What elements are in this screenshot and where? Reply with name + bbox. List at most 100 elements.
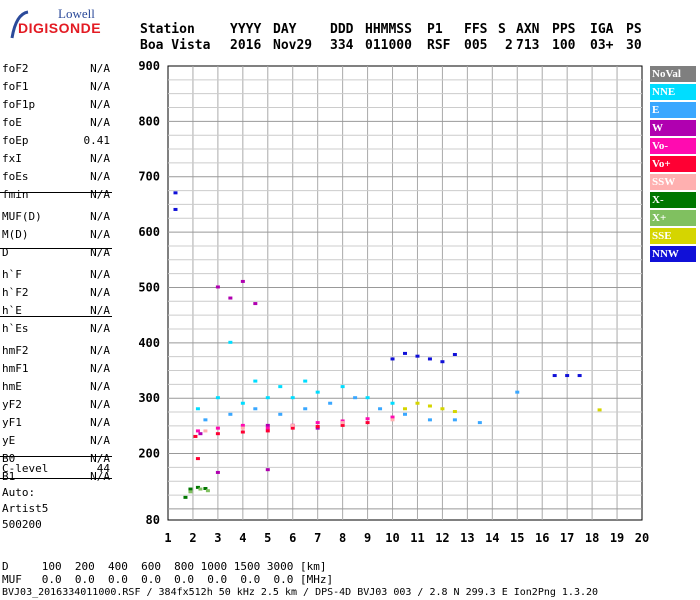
y-tick-label: 800 <box>138 114 160 128</box>
header-label-7: S <box>498 22 506 37</box>
header-label-5: P1 <box>427 22 443 37</box>
data-point <box>390 415 395 419</box>
data-point <box>303 379 308 383</box>
param-name: h`F <box>2 268 22 281</box>
legend-item: X- <box>650 192 696 208</box>
param-name: hmE <box>2 380 22 393</box>
data-point <box>390 357 395 361</box>
param-value: N/A <box>90 362 110 375</box>
param-value: N/A <box>90 170 110 183</box>
param-separator <box>0 192 112 193</box>
data-point <box>365 421 370 425</box>
legend-item: SSW <box>650 174 696 190</box>
param-name: D <box>2 246 9 259</box>
param-name: foF1 <box>2 80 29 93</box>
data-point <box>205 489 210 493</box>
data-point <box>203 486 208 490</box>
param-separator <box>0 248 112 249</box>
legend-item: NNE <box>650 84 696 100</box>
header-label-6: FFS <box>464 22 488 37</box>
y-tick-label: 300 <box>138 391 160 405</box>
data-point <box>552 374 557 378</box>
data-point <box>390 401 395 405</box>
y-tick-label: 400 <box>138 336 160 350</box>
data-point <box>427 357 432 361</box>
param-row: C-level 44 <box>2 462 110 475</box>
data-point <box>365 417 370 421</box>
data-point <box>515 390 520 394</box>
data-point <box>253 379 258 383</box>
param-name: M(D) <box>2 228 29 241</box>
param-separator <box>0 456 112 457</box>
plot-frame <box>167 65 643 521</box>
param-value: N/A <box>90 286 110 299</box>
legend-item: Vo- <box>650 138 696 154</box>
data-point <box>477 421 482 425</box>
param-row: h`F N/A <box>2 268 110 281</box>
param-separator <box>0 316 112 317</box>
x-tick-label: 3 <box>214 531 221 545</box>
data-point <box>198 432 203 436</box>
data-point <box>290 426 295 430</box>
x-tick-label: 17 <box>560 531 574 545</box>
data-point <box>340 421 345 425</box>
param-value: N/A <box>90 228 110 241</box>
data-point <box>265 468 270 472</box>
data-point <box>565 374 570 378</box>
header-value-8: 713 <box>516 38 540 53</box>
data-point <box>440 407 445 411</box>
param-name: yF2 <box>2 398 22 411</box>
data-point <box>188 490 193 494</box>
param-name: yE <box>2 434 16 447</box>
param-name: hmF1 <box>2 362 29 375</box>
param-row: foEp 0.41 <box>2 134 110 147</box>
param-value: N/A <box>90 152 110 165</box>
legend-item: NoVal <box>650 66 696 82</box>
data-point <box>440 360 445 364</box>
param-name: hmF2 <box>2 344 29 357</box>
footer-muf-row: MUF 0.0 0.0 0.0 0.0 0.0 0.0 0.0 0.0 [MHz… <box>2 573 334 586</box>
data-point <box>452 410 457 414</box>
data-point <box>240 401 245 405</box>
x-tick-label: 1 <box>164 531 171 545</box>
auto-artist: Artist5 <box>2 502 49 515</box>
data-point <box>265 429 270 433</box>
param-value: N/A <box>90 434 110 447</box>
param-value: N/A <box>90 380 110 393</box>
param-row: fxI N/A <box>2 152 110 165</box>
data-point <box>203 418 208 422</box>
data-point <box>215 285 220 289</box>
param-name: C-level <box>2 462 49 475</box>
data-point <box>195 407 200 411</box>
param-row: foF1 N/A <box>2 80 110 93</box>
logo-arc-icon <box>10 10 29 39</box>
header-value-3: 334 <box>330 38 354 53</box>
x-tick-label: 12 <box>435 531 449 545</box>
header-value-5: RSF <box>427 38 451 53</box>
x-tick-label: 18 <box>585 531 599 545</box>
param-value: N/A <box>90 210 110 223</box>
param-row: yE N/A <box>2 434 110 447</box>
data-point <box>290 423 295 427</box>
data-point <box>340 423 345 427</box>
data-point <box>215 426 220 430</box>
param-value: N/A <box>90 452 110 465</box>
data-point <box>195 485 200 489</box>
header-value-7: 2 <box>505 38 513 53</box>
param-name: foEp <box>2 134 29 147</box>
param-row: hmF1 N/A <box>2 362 110 375</box>
footer-info: BVJ03_2016334011000.RSF / 384fx512h 50 k… <box>2 587 599 598</box>
data-point <box>365 396 370 400</box>
x-tick-label: 8 <box>339 531 346 545</box>
param-row: MUF(D) N/A <box>2 210 110 223</box>
data-point <box>403 412 407 416</box>
data-point <box>183 495 188 499</box>
data-point <box>328 401 333 405</box>
param-name: MUF(D) <box>2 210 42 223</box>
data-point <box>265 426 270 430</box>
header-value-10: 03+ <box>590 38 614 53</box>
data-point <box>215 470 220 474</box>
data-point <box>403 351 407 355</box>
legend-item: W <box>650 120 696 136</box>
